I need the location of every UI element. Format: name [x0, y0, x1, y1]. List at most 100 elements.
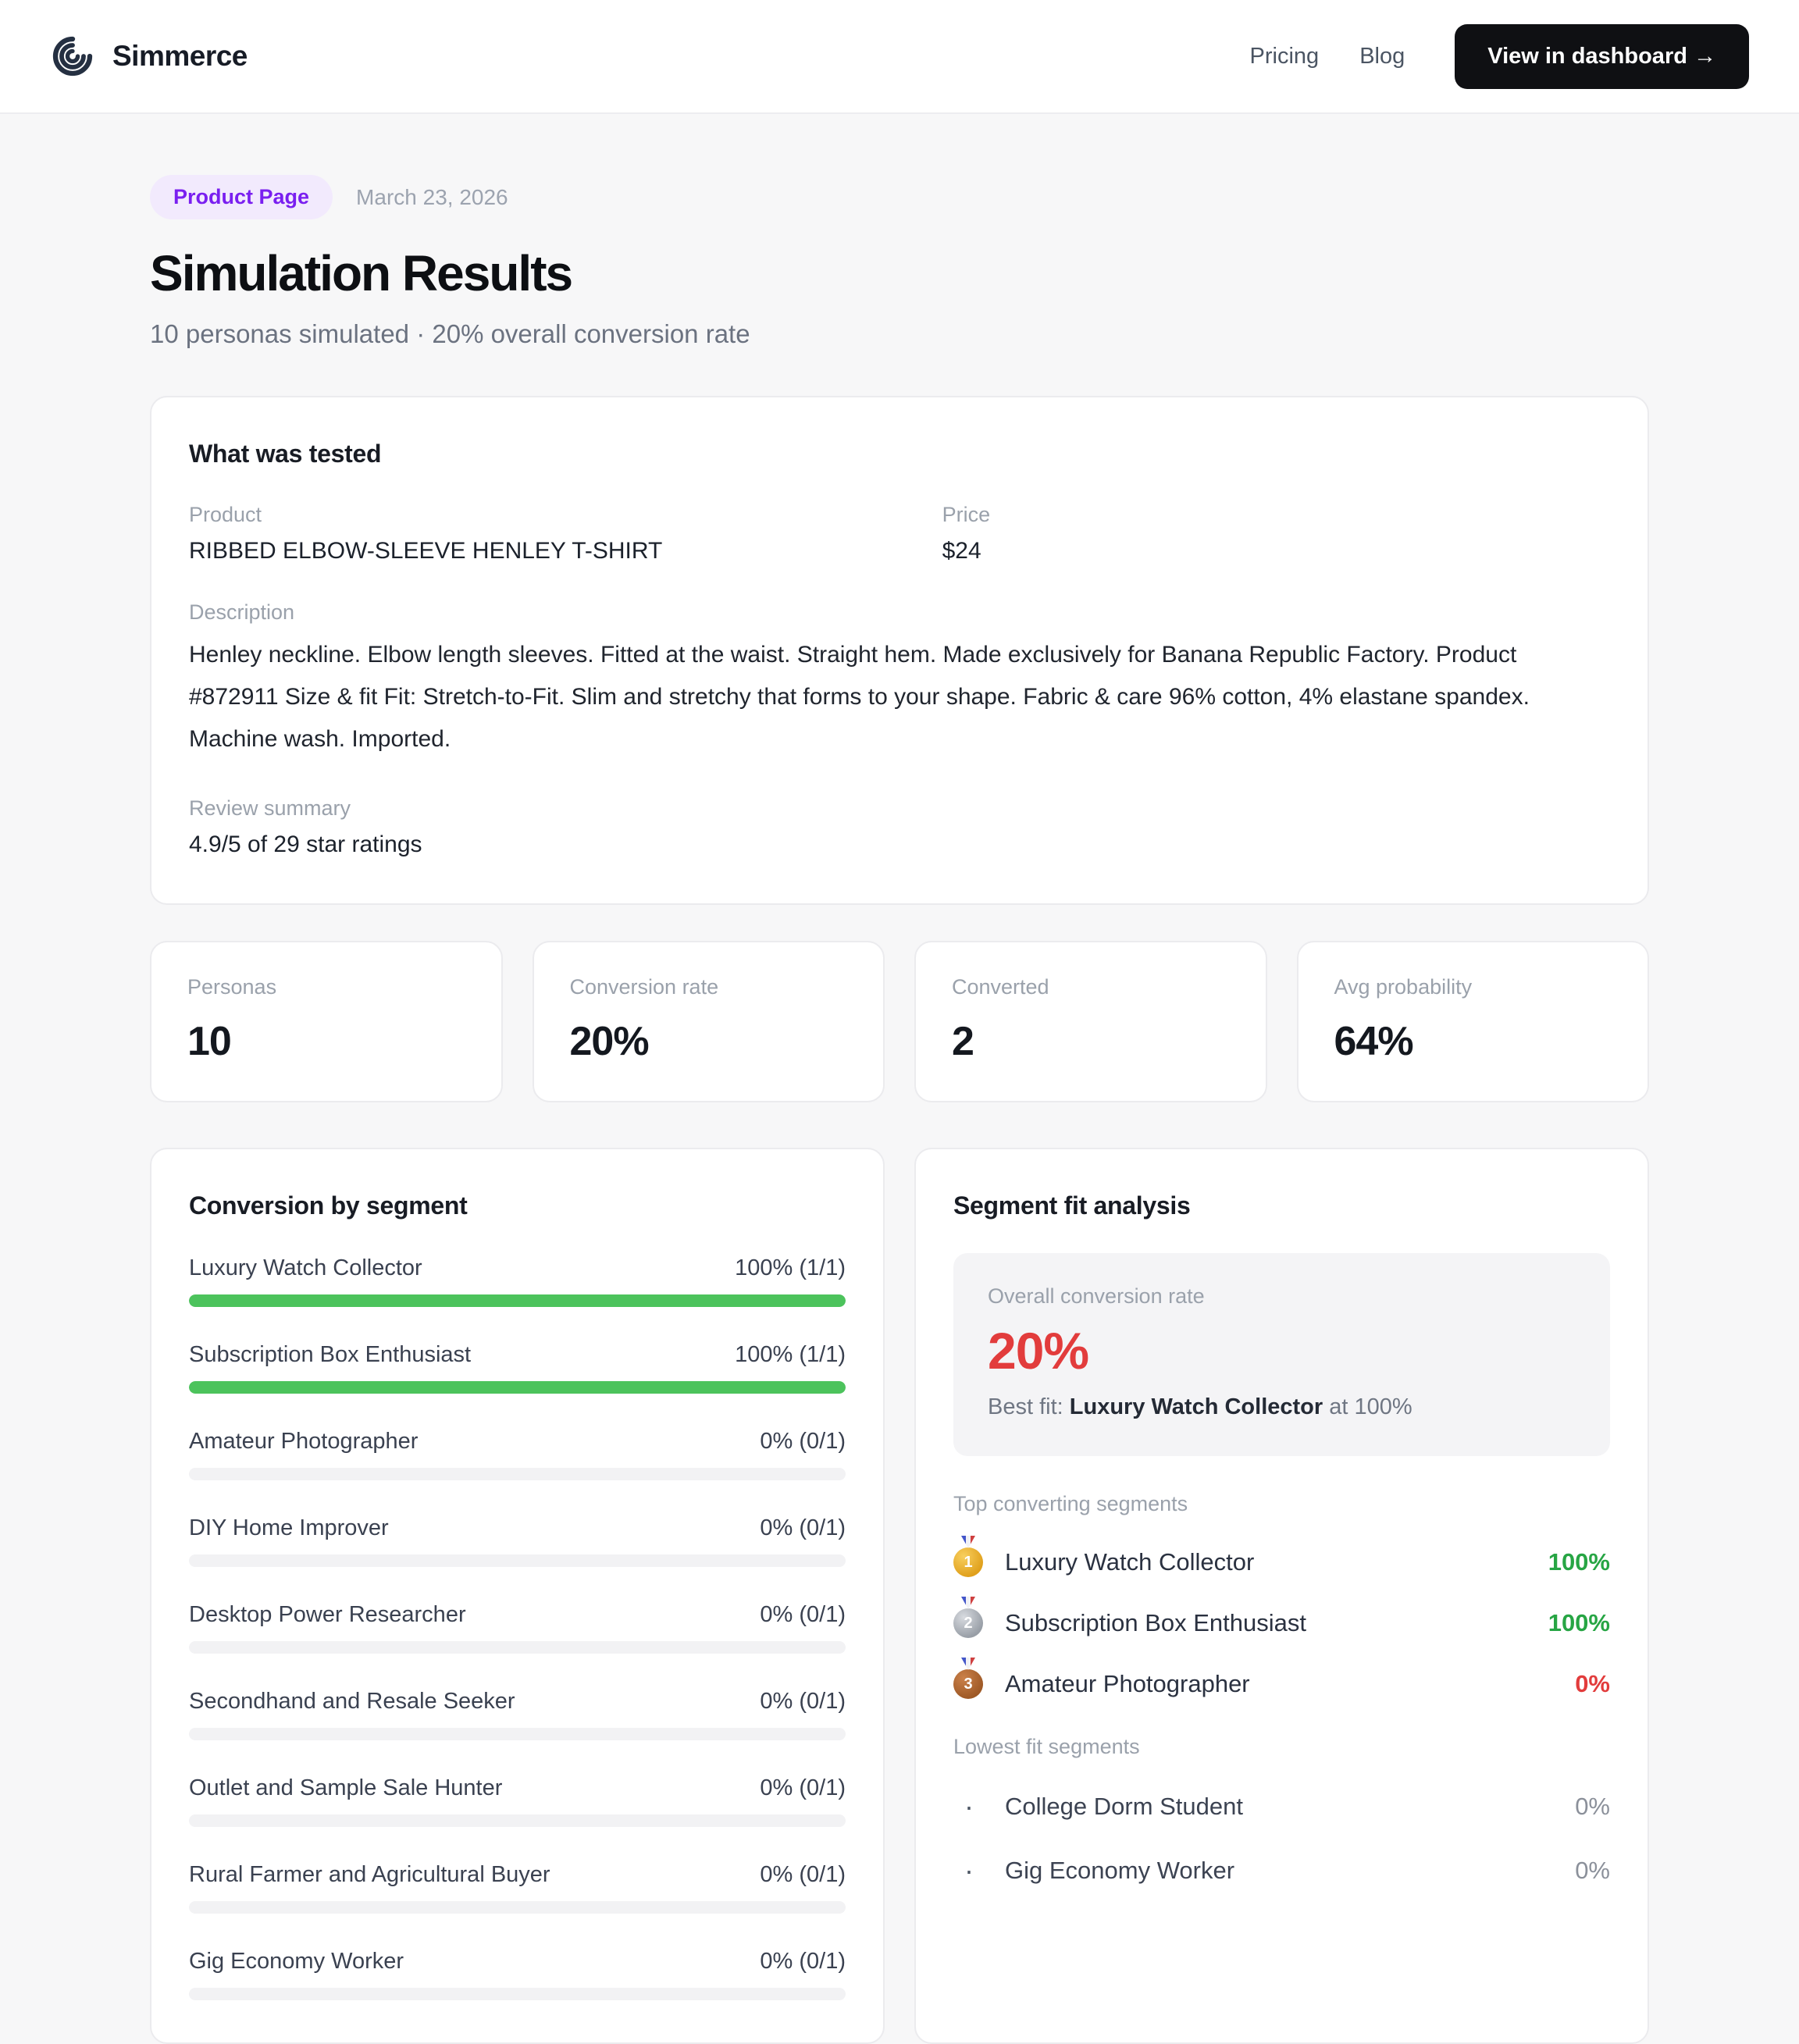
segment-name: Subscription Box Enthusiast: [189, 1342, 472, 1367]
top-segment-row: 1 Luxury Watch Collector 100%: [953, 1547, 1610, 1577]
stat-label: Conversion rate: [569, 975, 719, 999]
segment-name: Desktop Power Researcher: [189, 1602, 466, 1627]
header-nav: Pricing Blog View in dashboard →: [1249, 23, 1749, 89]
report-date: March 23, 2026: [356, 184, 508, 209]
stat-value: 64%: [1334, 1019, 1414, 1064]
segment-name: Secondhand and Resale Seeker: [189, 1689, 515, 1714]
conversion-by-segment-card: Conversion by segment Luxury Watch Colle…: [150, 1148, 885, 2044]
segment-name: Luxury Watch Collector: [189, 1255, 422, 1280]
stat-label: Avg probability: [1334, 975, 1473, 999]
stat-label: Personas: [187, 975, 277, 999]
segment-row: Gig Economy Worker 0% (0/1): [189, 1949, 846, 2000]
best-fit-line: Best fit: Luxury Watch Collector at 100%: [988, 1394, 1576, 1420]
segment-row: Luxury Watch Collector 100% (1/1): [189, 1255, 846, 1307]
segment-value: 100% (1/1): [735, 1342, 846, 1367]
nav-blog[interactable]: Blog: [1359, 43, 1405, 69]
segment-value: 0% (0/1): [760, 1862, 846, 1887]
product-page-badge: Product Page: [150, 175, 333, 219]
description-field: Description Henley neckline. Elbow lengt…: [189, 600, 1610, 760]
stat-card-avg-probability: Avg probability 64%: [1296, 941, 1649, 1102]
bottom-columns: Conversion by segment Luxury Watch Colle…: [150, 1148, 1649, 2044]
segment-row: Secondhand and Resale Seeker 0% (0/1): [189, 1689, 846, 1740]
product-field: Product RIBBED ELBOW-SLEEVE HENLEY T-SHI…: [189, 503, 942, 564]
lowest-segment-name: College Dorm Student: [1005, 1793, 1243, 1820]
stat-card-personas: Personas 10: [150, 941, 503, 1102]
overall-conversion-label: Overall conversion rate: [988, 1284, 1205, 1308]
progress-fill: [189, 1381, 846, 1394]
meta-row: Product Page March 23, 2026: [150, 175, 1649, 219]
progress-track: [189, 1468, 846, 1480]
segment-value: 0% (0/1): [760, 1429, 846, 1454]
what-was-tested-card: What was tested Product RIBBED ELBOW-SLE…: [150, 396, 1649, 905]
stat-card-conversion-rate: Conversion rate 20%: [532, 941, 885, 1102]
product-value: RIBBED ELBOW-SLEEVE HENLEY T-SHIRT: [189, 538, 663, 564]
progress-track: [189, 1641, 846, 1654]
simmerce-logo-icon: [50, 34, 95, 79]
segments-heading: Conversion by segment: [189, 1191, 468, 1220]
top-segment-row: 3 Amateur Photographer 0%: [953, 1669, 1610, 1699]
silver-medal-icon: 2: [953, 1608, 983, 1638]
segment-row: Subscription Box Enthusiast 100% (1/1): [189, 1342, 846, 1394]
progress-fill: [189, 1294, 846, 1307]
stat-label: Converted: [952, 975, 1049, 999]
progress-track: [189, 1814, 846, 1827]
progress-track: [189, 1901, 846, 1914]
price-field: Price $24: [942, 503, 1610, 564]
segment-name: Amateur Photographer: [189, 1429, 419, 1454]
tested-heading: What was tested: [189, 440, 382, 468]
progress-track: [189, 1728, 846, 1740]
segment-value: 0% (0/1): [760, 1602, 846, 1627]
top-segments-label: Top converting segments: [953, 1492, 1188, 1515]
stat-value: 2: [952, 1019, 974, 1064]
brand-group[interactable]: Simmerce: [50, 34, 248, 79]
overall-conversion-box: Overall conversion rate 20% Best fit: Lu…: [953, 1253, 1610, 1456]
top-segment-value: 100%: [1548, 1609, 1610, 1636]
overall-conversion-value: 20%: [988, 1322, 1089, 1380]
top-segment-name: Luxury Watch Collector: [1005, 1548, 1255, 1576]
segment-value: 0% (0/1): [760, 1689, 846, 1714]
segment-name: Gig Economy Worker: [189, 1949, 404, 1974]
site-header: Simmerce Pricing Blog View in dashboard …: [0, 0, 1799, 114]
lowest-segment-value: 0%: [1575, 1857, 1610, 1884]
price-value: $24: [942, 538, 981, 564]
lowest-segment-row: Gig Economy Worker 0%: [953, 1854, 1610, 1887]
segment-value: 100% (1/1): [735, 1255, 846, 1280]
segment-row: Rural Farmer and Agricultural Buyer 0% (…: [189, 1862, 846, 1914]
top-segment-name: Subscription Box Enthusiast: [1005, 1609, 1306, 1636]
nav-pricing[interactable]: Pricing: [1249, 43, 1320, 69]
segment-name: Outlet and Sample Sale Hunter: [189, 1775, 503, 1800]
segment-row: Outlet and Sample Sale Hunter 0% (0/1): [189, 1775, 846, 1827]
segment-fit-card: Segment fit analysis Overall conversion …: [914, 1148, 1649, 2044]
description-label: Description: [189, 600, 295, 624]
segment-value: 0% (0/1): [760, 1775, 846, 1800]
review-summary-value: 4.9/5 of 29 star ratings: [189, 831, 422, 857]
segment-row: Amateur Photographer 0% (0/1): [189, 1429, 846, 1480]
product-price-row: Product RIBBED ELBOW-SLEEVE HENLEY T-SHI…: [189, 503, 1610, 564]
segment-value: 0% (0/1): [760, 1515, 846, 1540]
view-in-dashboard-button[interactable]: View in dashboard →: [1455, 23, 1749, 89]
product-label: Product: [189, 503, 262, 526]
segment-name: Rural Farmer and Agricultural Buyer: [189, 1862, 550, 1887]
lowest-segment-value: 0%: [1575, 1793, 1610, 1820]
main-content: Product Page March 23, 2026 Simulation R…: [0, 114, 1799, 2044]
lowest-segment-row: College Dorm Student 0%: [953, 1790, 1610, 1823]
fit-heading: Segment fit analysis: [953, 1191, 1191, 1220]
best-fit-suffix: at 100%: [1329, 1394, 1412, 1419]
lowest-segments-label: Lowest fit segments: [953, 1735, 1140, 1758]
price-label: Price: [942, 503, 991, 526]
top-segment-value: 0%: [1575, 1670, 1610, 1697]
segment-row: DIY Home Improver 0% (0/1): [189, 1515, 846, 1567]
bronze-medal-icon: 3: [953, 1669, 983, 1699]
page-title: Simulation Results: [150, 245, 573, 301]
stat-value: 20%: [569, 1019, 650, 1064]
stat-value: 10: [187, 1019, 232, 1064]
lowest-segment-name: Gig Economy Worker: [1005, 1857, 1235, 1884]
segment-value: 0% (0/1): [760, 1949, 846, 1974]
description-text: Henley neckline. Elbow length sleeves. F…: [189, 642, 1530, 752]
best-fit-prefix: Best fit:: [988, 1394, 1063, 1419]
top-segment-name: Amateur Photographer: [1005, 1670, 1250, 1697]
segment-row: Desktop Power Researcher 0% (0/1): [189, 1602, 846, 1654]
gold-medal-icon: 1: [953, 1547, 983, 1577]
progress-track: [189, 1988, 846, 2000]
page-subtitle: 10 personas simulated · 20% overall conv…: [150, 319, 750, 348]
